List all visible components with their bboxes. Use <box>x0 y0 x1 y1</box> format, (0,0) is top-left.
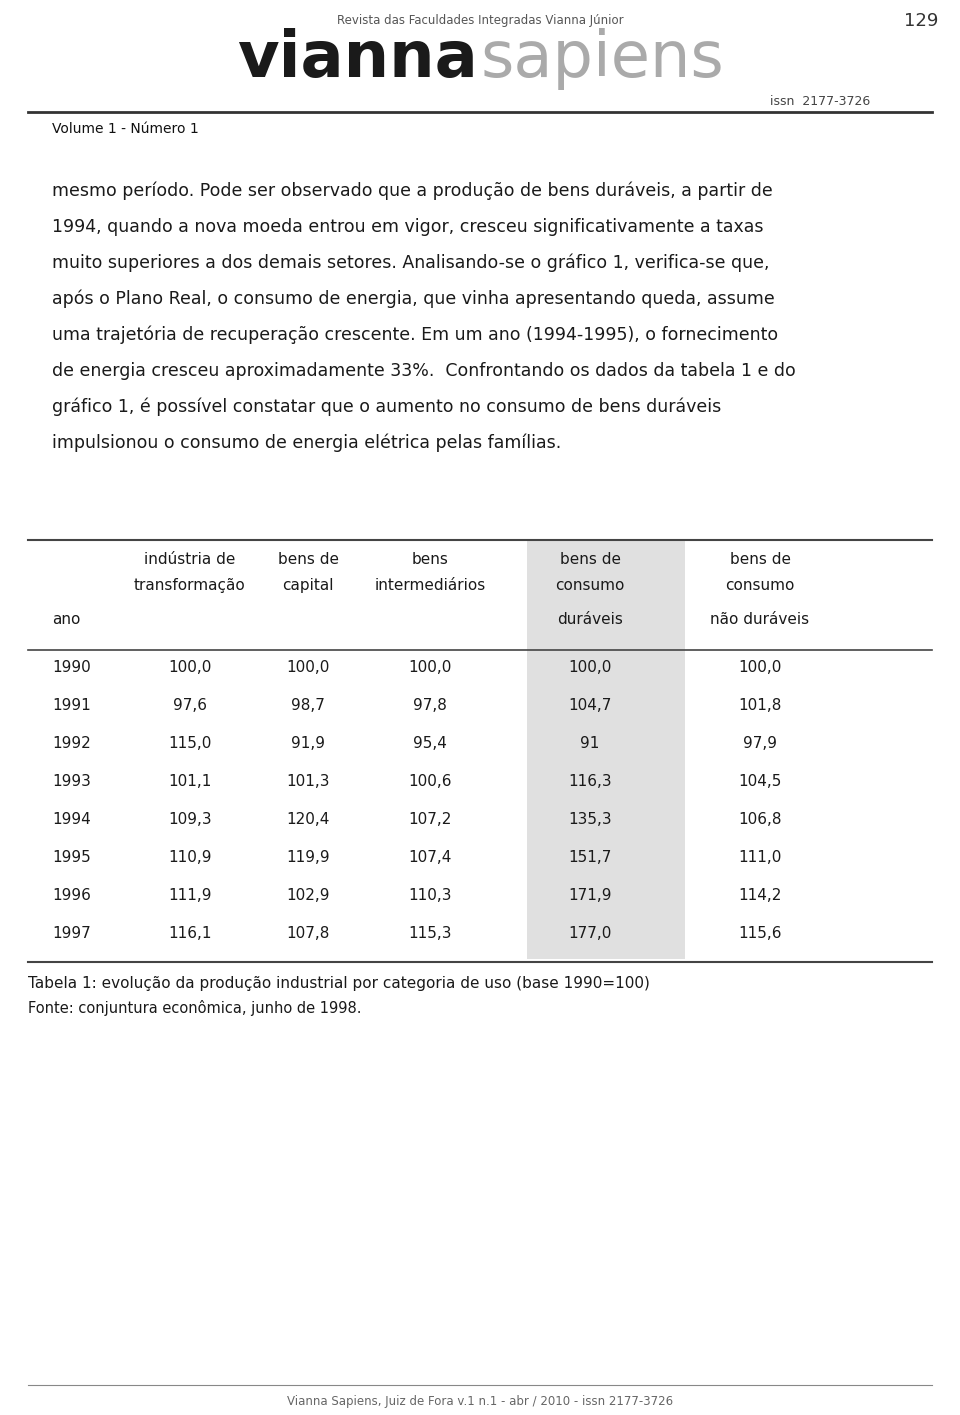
Text: 97,6: 97,6 <box>173 698 207 713</box>
Text: 1993: 1993 <box>52 774 91 790</box>
Text: 1996: 1996 <box>52 889 91 903</box>
Text: gráfico 1, é possível constatar que o aumento no consumo de bens duráveis: gráfico 1, é possível constatar que o au… <box>52 398 721 416</box>
Text: 97,9: 97,9 <box>743 736 777 751</box>
Text: 1994, quando a nova moeda entrou em vigor, cresceu significativamente a taxas: 1994, quando a nova moeda entrou em vigo… <box>52 218 763 236</box>
Text: mesmo período. Pode ser observado que a produção de bens duráveis, a partir de: mesmo período. Pode ser observado que a … <box>52 183 773 201</box>
Text: Fonte: conjuntura econômica, junho de 1998.: Fonte: conjuntura econômica, junho de 19… <box>28 1000 362 1016</box>
Text: 111,0: 111,0 <box>738 850 781 865</box>
Text: 91,9: 91,9 <box>291 736 325 751</box>
Text: 100,0: 100,0 <box>286 659 329 675</box>
Text: bens de: bens de <box>277 552 339 567</box>
Text: 104,7: 104,7 <box>568 698 612 713</box>
Text: 1991: 1991 <box>52 698 91 713</box>
Text: 114,2: 114,2 <box>738 889 781 903</box>
Text: impulsionou o consumo de energia elétrica pelas famílias.: impulsionou o consumo de energia elétric… <box>52 434 562 453</box>
Text: 1990: 1990 <box>52 659 91 675</box>
Text: 116,3: 116,3 <box>568 774 612 790</box>
Text: 115,0: 115,0 <box>168 736 212 751</box>
Text: 98,7: 98,7 <box>291 698 324 713</box>
Text: 116,1: 116,1 <box>168 925 212 941</box>
Text: 102,9: 102,9 <box>286 889 329 903</box>
Text: 101,3: 101,3 <box>286 774 329 790</box>
Text: 1994: 1994 <box>52 812 91 826</box>
Text: não duráveis: não duráveis <box>710 613 809 627</box>
Text: capital: capital <box>282 577 334 593</box>
Text: 109,3: 109,3 <box>168 812 212 826</box>
Bar <box>527 541 685 959</box>
Text: ano: ano <box>52 613 81 627</box>
Text: 104,5: 104,5 <box>738 774 781 790</box>
Text: 107,2: 107,2 <box>408 812 452 826</box>
Text: 97,8: 97,8 <box>413 698 447 713</box>
Text: Vianna Sapiens, Juiz de Fora v.1 n.1 - abr / 2010 - issn 2177-3726: Vianna Sapiens, Juiz de Fora v.1 n.1 - a… <box>287 1395 673 1408</box>
Text: 107,8: 107,8 <box>286 925 329 941</box>
Text: duráveis: duráveis <box>557 613 623 627</box>
Text: vianna: vianna <box>237 28 478 91</box>
Text: sapiens: sapiens <box>480 28 724 91</box>
Text: 107,4: 107,4 <box>408 850 452 865</box>
Text: 1992: 1992 <box>52 736 91 751</box>
Text: 100,0: 100,0 <box>168 659 212 675</box>
Text: 101,8: 101,8 <box>738 698 781 713</box>
Text: indústria de: indústria de <box>144 552 236 567</box>
Text: Volume 1 - Número 1: Volume 1 - Número 1 <box>52 122 199 136</box>
Text: intermediários: intermediários <box>374 577 486 593</box>
Text: Revista das Faculdades Integradas Vianna Júnior: Revista das Faculdades Integradas Vianna… <box>337 14 623 27</box>
Text: issn  2177-3726: issn 2177-3726 <box>770 95 870 108</box>
Text: 115,6: 115,6 <box>738 925 781 941</box>
Text: 110,3: 110,3 <box>408 889 452 903</box>
Text: 129: 129 <box>903 11 938 30</box>
Text: 100,6: 100,6 <box>408 774 452 790</box>
Text: 1995: 1995 <box>52 850 91 865</box>
Text: após o Plano Real, o consumo de energia, que vinha apresentando queda, assume: após o Plano Real, o consumo de energia,… <box>52 290 775 308</box>
Text: 120,4: 120,4 <box>286 812 329 826</box>
Text: 91: 91 <box>580 736 600 751</box>
Text: 95,4: 95,4 <box>413 736 447 751</box>
Text: 100,0: 100,0 <box>408 659 452 675</box>
Text: bens de: bens de <box>560 552 620 567</box>
Text: 151,7: 151,7 <box>568 850 612 865</box>
Text: Tabela 1: evolução da produção industrial por categoria de uso (base 1990=100): Tabela 1: evolução da produção industria… <box>28 976 650 990</box>
Text: 115,3: 115,3 <box>408 925 452 941</box>
Text: 119,9: 119,9 <box>286 850 330 865</box>
Text: de energia cresceu aproximadamente 33%.  Confrontando os dados da tabela 1 e do: de energia cresceu aproximadamente 33%. … <box>52 362 796 381</box>
Text: uma trajetória de recuperação crescente. Em um ano (1994-1995), o fornecimento: uma trajetória de recuperação crescente.… <box>52 325 779 344</box>
Text: 100,0: 100,0 <box>568 659 612 675</box>
Text: bens: bens <box>412 552 448 567</box>
Text: consumo: consumo <box>555 577 625 593</box>
Text: 171,9: 171,9 <box>568 889 612 903</box>
Text: 100,0: 100,0 <box>738 659 781 675</box>
Text: bens de: bens de <box>730 552 790 567</box>
Text: 110,9: 110,9 <box>168 850 212 865</box>
Text: 1997: 1997 <box>52 925 91 941</box>
Text: 111,9: 111,9 <box>168 889 212 903</box>
Text: transformação: transformação <box>134 577 246 593</box>
Text: muito superiores a dos demais setores. Analisando-se o gráfico 1, verifica-se qu: muito superiores a dos demais setores. A… <box>52 255 770 273</box>
Text: 106,8: 106,8 <box>738 812 781 826</box>
Text: 135,3: 135,3 <box>568 812 612 826</box>
Text: 177,0: 177,0 <box>568 925 612 941</box>
Text: consumo: consumo <box>726 577 795 593</box>
Text: 101,1: 101,1 <box>168 774 212 790</box>
